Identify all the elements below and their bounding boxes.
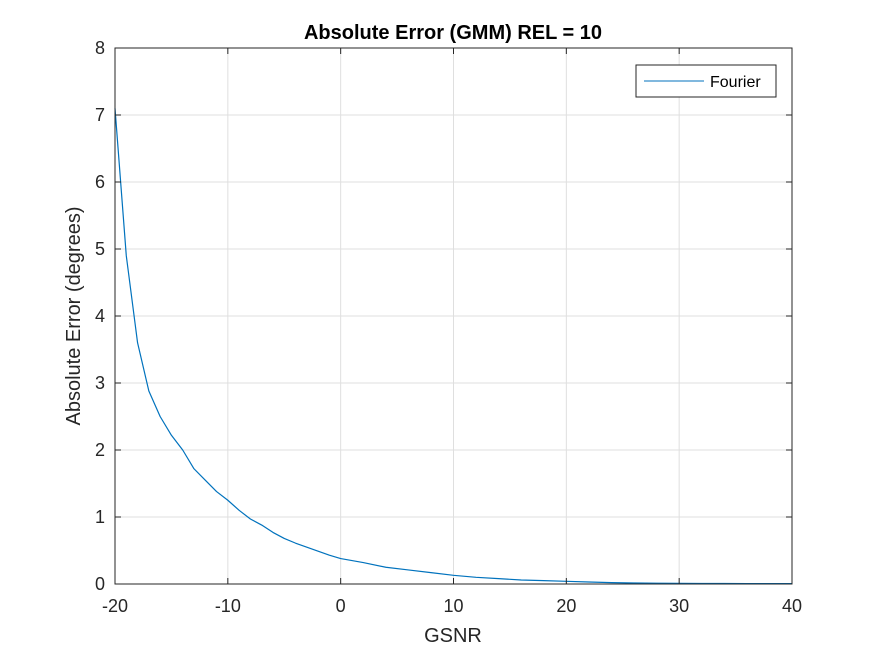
series-line-fourier (114, 108, 792, 585)
x-tick-label: -20 (102, 596, 128, 616)
x-tick-label: -10 (215, 596, 241, 616)
y-tick-label: 0 (95, 574, 105, 594)
x-tick-label: 20 (556, 596, 576, 616)
y-tick-label: 4 (95, 306, 105, 326)
chart-title: Absolute Error (GMM) REL = 10 (304, 22, 602, 44)
legend: Fourier (635, 64, 777, 98)
x-tick-label: 30 (669, 596, 689, 616)
x-axis-label: GSNR (424, 625, 482, 647)
x-tick-label: 40 (782, 596, 802, 616)
ticks: -20 -10 0 10 20 30 40 0 1 2 3 4 5 6 7 8 (95, 38, 802, 616)
legend-label: Fourier (710, 74, 761, 91)
y-tick-label: 6 (95, 172, 105, 192)
series-layer (114, 108, 792, 585)
y-tick-label: 7 (95, 105, 105, 125)
y-tick-label: 2 (95, 440, 105, 460)
y-tick-label: 1 (95, 507, 105, 527)
x-tick-label: 10 (443, 596, 463, 616)
y-tick-label: 5 (95, 239, 105, 259)
x-tick-label: 0 (336, 596, 346, 616)
y-axis-label: Absolute Error (degrees) (63, 207, 85, 426)
y-tick-label: 3 (95, 373, 105, 393)
y-tick-label: 8 (95, 38, 105, 58)
